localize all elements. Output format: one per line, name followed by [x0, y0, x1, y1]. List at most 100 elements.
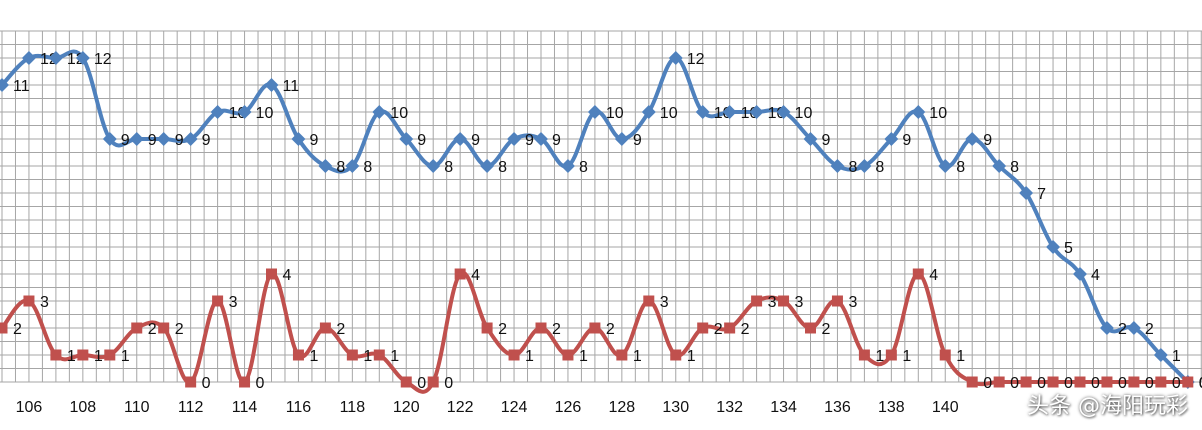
- data-point-diamond: [938, 159, 953, 173]
- data-label: 1: [875, 348, 884, 365]
- x-tick-label: 110: [124, 399, 150, 416]
- x-tick-label: 122: [447, 399, 474, 416]
- data-label: 1: [363, 348, 372, 365]
- data-point-diamond: [1099, 321, 1114, 335]
- x-tick-label: 106: [16, 399, 43, 416]
- data-label: 9: [417, 132, 426, 149]
- data-label: 3: [795, 294, 804, 311]
- data-point-diamond: [372, 105, 387, 119]
- data-point-diamond: [426, 159, 441, 173]
- x-axis-ticks: 106 108 110 112 114 116 118 120 122 124 126 128 130 1…: [16, 399, 959, 416]
- x-tick-label: 116: [286, 399, 312, 416]
- data-point-square: [266, 268, 277, 280]
- data-label: 1: [687, 348, 696, 365]
- data-point-square: [1128, 376, 1140, 388]
- series-2-line: [0, 270, 1188, 394]
- data-point-square: [643, 295, 655, 307]
- data-point-diamond: [102, 132, 117, 146]
- x-tick-label: 118: [340, 399, 366, 416]
- data-point-diamond: [803, 132, 818, 146]
- data-point-diamond: [75, 51, 90, 65]
- data-label: 1: [121, 348, 130, 365]
- data-point-square: [212, 295, 224, 307]
- data-label: 1: [1172, 348, 1181, 365]
- data-label: 5: [1064, 240, 1073, 257]
- data-point-diamond: [1073, 267, 1087, 281]
- x-tick-label: 114: [232, 399, 258, 416]
- data-label: 12: [94, 51, 112, 68]
- data-point-square: [535, 322, 547, 334]
- data-label: 0: [1199, 375, 1202, 392]
- data-point-diamond: [291, 132, 306, 146]
- x-tick-label: 128: [608, 399, 635, 416]
- data-point-square: [562, 349, 574, 361]
- x-tick-label: 138: [878, 399, 905, 416]
- data-point-square: [23, 295, 35, 307]
- data-label: 1: [94, 348, 103, 365]
- data-point-diamond: [21, 51, 36, 65]
- data-point-square: [1020, 376, 1032, 388]
- data-label: 9: [983, 132, 992, 149]
- data-point-square: [239, 376, 251, 388]
- data-label: 9: [202, 132, 211, 149]
- data-label: 7: [1037, 186, 1046, 203]
- data-label: 2: [148, 321, 157, 338]
- data-point-square: [481, 322, 493, 334]
- data-point-diamond: [534, 132, 548, 146]
- data-label: 2: [498, 321, 507, 338]
- data-label: 10: [606, 105, 624, 122]
- data-point-square: [50, 349, 62, 361]
- data-label: 0: [983, 375, 992, 392]
- data-point-square: [912, 268, 924, 280]
- data-point-square: [158, 322, 170, 334]
- data-label: 0: [1199, 375, 1202, 392]
- data-point-square: [427, 376, 439, 388]
- data-label: 9: [902, 132, 911, 149]
- data-label: 9: [633, 132, 642, 149]
- data-label: 0: [1091, 375, 1100, 392]
- data-label: 1: [309, 348, 318, 365]
- data-point-diamond: [210, 105, 225, 119]
- data-point-square: [589, 322, 601, 334]
- data-label: 2: [1118, 321, 1127, 338]
- data-point-diamond: [749, 105, 764, 119]
- data-point-square: [185, 376, 197, 388]
- data-label: 8: [1010, 159, 1019, 176]
- x-tick-label: 120: [393, 399, 420, 416]
- data-label: 2: [822, 321, 831, 338]
- data-point-square: [292, 349, 304, 361]
- data-point-square: [616, 349, 628, 361]
- x-tick-label: 134: [770, 399, 797, 416]
- data-point-diamond: [587, 105, 602, 119]
- data-point-square: [1101, 376, 1113, 388]
- data-point-diamond: [264, 78, 279, 92]
- data-point-diamond: [345, 159, 360, 173]
- data-point-square: [77, 349, 89, 361]
- data-point-diamond: [857, 159, 872, 173]
- x-tick-label: 112: [178, 399, 204, 416]
- data-label: 0: [1037, 375, 1046, 392]
- data-label: 9: [175, 132, 184, 149]
- data-point-diamond: [1046, 240, 1061, 254]
- data-point-square: [131, 322, 143, 334]
- data-label: 4: [471, 267, 480, 284]
- data-point-square: [724, 322, 736, 334]
- data-point-diamond: [318, 159, 333, 173]
- data-label: 3: [768, 294, 777, 311]
- data-point-square: [670, 349, 682, 361]
- data-label: 8: [444, 159, 453, 176]
- x-tick-label: 136: [824, 399, 851, 416]
- data-point-diamond: [695, 105, 710, 119]
- data-point-diamond: [1153, 348, 1168, 362]
- data-label: 1: [902, 348, 911, 365]
- data-label: 9: [525, 132, 534, 149]
- data-label: 1: [633, 348, 642, 365]
- data-point-square: [454, 268, 466, 280]
- x-tick-label: 108: [69, 399, 96, 416]
- data-point-diamond: [507, 132, 522, 146]
- data-label: 8: [875, 159, 884, 176]
- data-label: 2: [13, 321, 22, 338]
- data-label: 1: [390, 348, 399, 365]
- data-point-diamond: [129, 132, 144, 146]
